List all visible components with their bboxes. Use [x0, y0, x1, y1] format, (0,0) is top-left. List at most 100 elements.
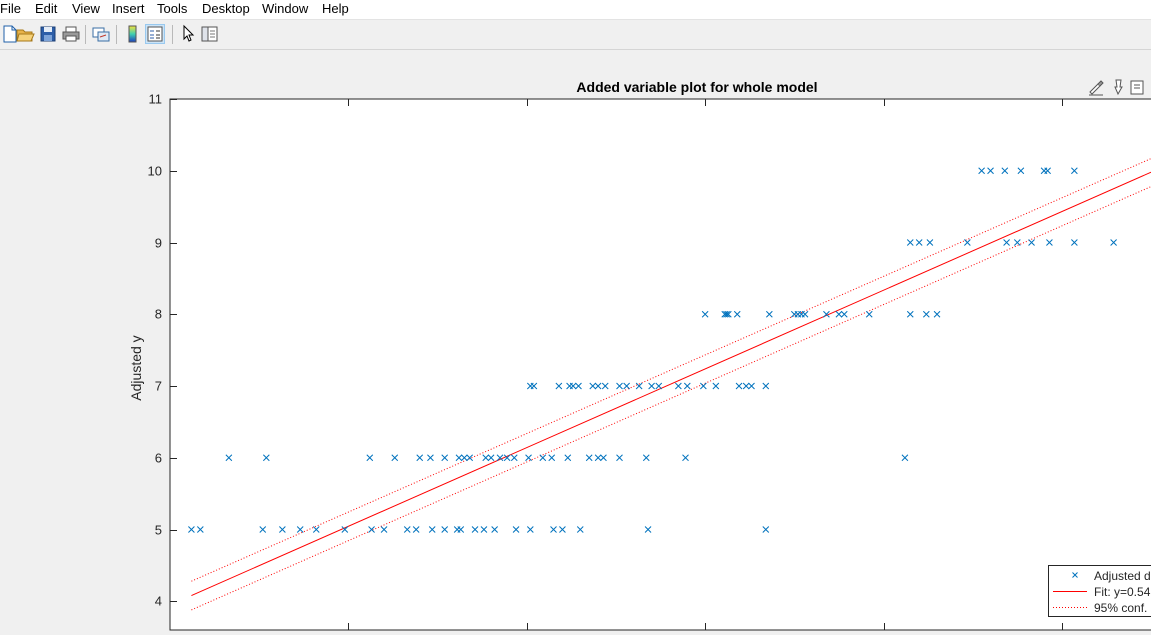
- data-point: [480, 526, 488, 533]
- data-point: [1017, 167, 1025, 175]
- legend[interactable]: Adjusted d Fit: y=0.54 95% conf.: [1048, 565, 1151, 617]
- data-point: [585, 454, 593, 462]
- legend-entry-data: Adjusted d: [1049, 568, 1151, 584]
- data-point: [471, 526, 479, 533]
- data-point: [457, 526, 465, 533]
- data-point: [642, 454, 650, 462]
- data-point: [259, 526, 267, 533]
- data-point: [987, 167, 994, 175]
- x-marker-icon: [1072, 572, 1078, 578]
- data-point: [530, 382, 538, 390]
- data-point: [576, 526, 584, 533]
- data-point: [1013, 239, 1021, 246]
- data-point: [455, 454, 463, 462]
- data-point: [525, 454, 532, 462]
- menu-help[interactable]: Help: [322, 1, 349, 16]
- data-point: [312, 526, 320, 533]
- figure-canvas: 4 5 6 7 8 9 10 11 Added variable plot for whole…: [0, 49, 1151, 635]
- data-point: [503, 454, 511, 462]
- data-point: [366, 454, 374, 462]
- data-point: [569, 382, 577, 390]
- data-point: [635, 382, 643, 390]
- figure-toolbar: [0, 19, 1151, 50]
- data-point: [915, 239, 923, 246]
- menu-insert[interactable]: Insert: [112, 1, 145, 16]
- property-inspector-icon[interactable]: [200, 24, 220, 44]
- data-point: [616, 454, 623, 462]
- data-tips-icon[interactable]: [1109, 78, 1127, 96]
- data-point: [601, 382, 609, 390]
- data-point: [296, 526, 304, 533]
- data-point: [466, 454, 474, 462]
- data-point: [835, 310, 843, 318]
- print-icon[interactable]: [61, 24, 81, 44]
- data-point: [555, 382, 563, 390]
- data-point: [441, 454, 449, 462]
- data-point: [724, 310, 732, 318]
- data-point: [589, 382, 597, 390]
- data-point: [550, 526, 557, 533]
- data-point: [699, 382, 707, 390]
- new-figure-icon[interactable]: [0, 24, 20, 44]
- fit-line: [191, 171, 1151, 597]
- save-icon[interactable]: [38, 24, 58, 44]
- y-tick-label: 7: [155, 379, 162, 394]
- data-point: [412, 526, 420, 533]
- data-point: [403, 526, 411, 533]
- legend-label-conf: 95% conf.: [1094, 601, 1148, 615]
- axes-frame: [169, 98, 1151, 631]
- data-point: [460, 454, 468, 462]
- data-point: [1003, 239, 1010, 246]
- edit-plot-arrow-icon[interactable]: [178, 24, 198, 44]
- link-plot-icon[interactable]: [91, 24, 111, 44]
- dotted-line-icon: [1053, 607, 1087, 608]
- menu-edit[interactable]: Edit: [35, 1, 58, 16]
- data-point: [616, 382, 623, 390]
- data-point: [733, 310, 741, 318]
- data-point: [380, 526, 388, 533]
- menu-tools[interactable]: Tools: [157, 1, 188, 16]
- menu-window[interactable]: Window: [262, 1, 309, 16]
- plot-svg[interactable]: 4 5 6 7 8 9 10 11 Added variable plot for whole…: [0, 49, 1151, 635]
- y-tick-label: 11: [149, 92, 163, 107]
- y-tick-label: 6: [155, 451, 162, 466]
- data-point: [559, 526, 566, 533]
- data-point: [682, 454, 689, 462]
- data-point: [262, 454, 270, 462]
- menu-view[interactable]: View: [72, 1, 100, 16]
- y-tick-label: 4: [155, 594, 162, 609]
- data-point: [1046, 239, 1053, 246]
- data-point: [1001, 167, 1009, 175]
- data-point: [341, 526, 349, 533]
- export-icon[interactable]: [1128, 78, 1146, 96]
- data-point: [539, 454, 547, 462]
- data-point: [906, 310, 914, 318]
- legend-icon[interactable]: [145, 24, 165, 44]
- open-file-icon[interactable]: [15, 24, 35, 44]
- data-point: [823, 310, 830, 318]
- data-point: [655, 382, 663, 390]
- data-point: [416, 454, 424, 462]
- data-point: [575, 382, 582, 390]
- data-point: [491, 526, 499, 533]
- menu-file[interactable]: File: [0, 1, 21, 16]
- colorbar-icon[interactable]: [123, 24, 143, 44]
- data-point: [623, 382, 631, 390]
- y-tick-label: 9: [155, 236, 162, 251]
- data-point: [526, 526, 534, 533]
- data-point: [978, 167, 985, 175]
- data-point: [742, 382, 750, 390]
- menu-desktop[interactable]: Desktop: [202, 1, 250, 16]
- legend-entry-conf: 95% conf.: [1049, 600, 1151, 616]
- data-point: [512, 526, 520, 533]
- data-point: [279, 526, 286, 533]
- brush-icon[interactable]: [1087, 78, 1105, 96]
- data-point: [701, 310, 709, 318]
- data-point: [188, 526, 195, 533]
- legend-label-fit: Fit: y=0.54: [1094, 585, 1151, 599]
- data-point: [683, 382, 691, 390]
- data-point: [1044, 167, 1051, 175]
- y-axis-label: Adjusted y: [128, 335, 144, 400]
- data-point: [1071, 167, 1078, 175]
- data-point: [963, 239, 971, 246]
